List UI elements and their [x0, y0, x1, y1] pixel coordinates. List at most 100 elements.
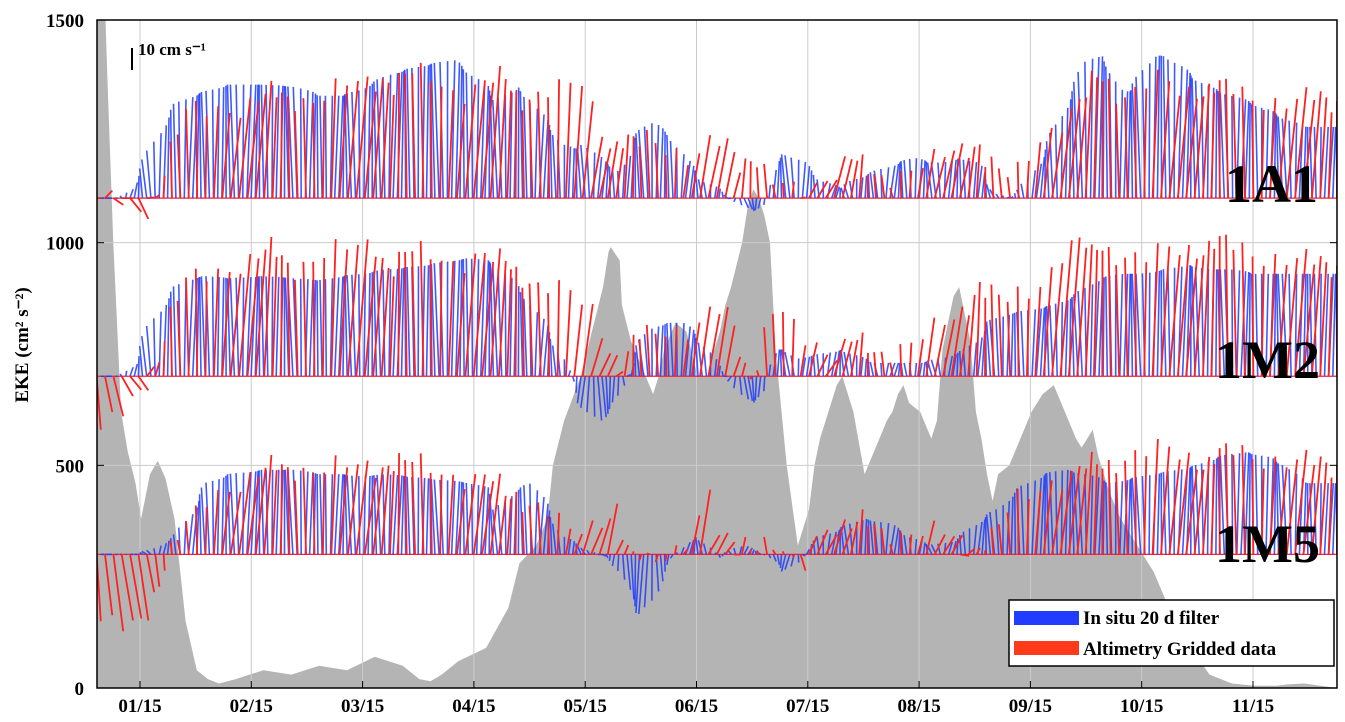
stick-altimetry — [1124, 460, 1129, 555]
stick-in-situ — [721, 554, 724, 557]
stick-in-situ — [1089, 284, 1094, 377]
stick-in-situ — [367, 85, 371, 199]
stick-altimetry — [690, 322, 701, 377]
stick-altimetry — [1026, 499, 1030, 555]
stick-altimetry — [1051, 263, 1064, 377]
stick-in-situ — [601, 376, 607, 418]
x-tick-label: 11/15 — [1232, 696, 1274, 717]
stick-altimetry — [1193, 96, 1205, 199]
stick-in-situ — [1167, 268, 1171, 377]
stick-in-situ — [995, 509, 1000, 555]
stick-altimetry — [294, 480, 299, 555]
stick-in-situ — [601, 553, 607, 557]
stick-altimetry — [800, 196, 806, 199]
stick-altimetry — [824, 179, 838, 199]
stick-altimetry — [1225, 234, 1229, 377]
stick-in-situ — [406, 476, 411, 555]
stick-altimetry — [850, 160, 859, 199]
stick-in-situ — [1127, 479, 1131, 555]
stick-in-situ — [1167, 59, 1171, 199]
stick-in-situ — [425, 265, 430, 377]
stick-altimetry — [397, 453, 400, 555]
stick-in-situ — [635, 554, 641, 613]
stick-in-situ — [1010, 313, 1014, 377]
stick-in-situ — [1191, 266, 1196, 377]
stick-in-situ — [392, 72, 399, 199]
stick-in-situ — [576, 376, 582, 404]
stick-in-situ — [1206, 268, 1210, 377]
stick-in-situ — [655, 124, 660, 199]
stick-in-situ — [1194, 267, 1200, 377]
stick-altimetry — [615, 148, 624, 199]
plot-frame — [96, 19, 1338, 689]
stick-in-situ — [351, 475, 357, 555]
stick-altimetry — [975, 547, 981, 555]
stick-altimetry — [1327, 477, 1333, 555]
stick-altimetry — [1176, 452, 1190, 555]
stick-altimetry — [1185, 469, 1198, 555]
stick-altimetry — [917, 167, 924, 199]
stick-in-situ — [751, 197, 755, 212]
stick-altimetry — [782, 311, 785, 377]
stick-altimetry — [380, 465, 390, 555]
stick-in-situ — [611, 376, 616, 403]
stick-altimetry — [950, 143, 964, 199]
station-label-1A1: 1A1 — [1225, 154, 1318, 214]
stick-in-situ — [718, 365, 722, 377]
stick-in-situ — [254, 276, 259, 377]
stick-in-situ — [200, 91, 206, 199]
stick-altimetry — [176, 300, 182, 377]
stick-altimetry — [925, 520, 936, 555]
stick-altimetry — [372, 78, 384, 199]
stick-altimetry — [975, 281, 981, 377]
stick-in-situ — [1089, 58, 1094, 199]
stick-in-situ — [1332, 273, 1337, 377]
stick-altimetry — [404, 460, 408, 555]
stick-in-situ — [684, 541, 691, 555]
stick-in-situ — [1135, 476, 1142, 555]
stick-in-situ — [739, 197, 743, 206]
stick-in-situ — [937, 543, 942, 555]
stick-in-situ — [669, 140, 674, 199]
stick-altimetry — [162, 175, 166, 199]
stick-in-situ — [666, 134, 670, 199]
stick-altimetry — [606, 141, 619, 199]
stick-in-situ — [1035, 308, 1043, 377]
stick-in-situ — [1288, 273, 1292, 377]
stick-altimetry — [246, 476, 260, 555]
stick-in-situ — [680, 323, 685, 377]
stick-altimetry — [573, 533, 583, 555]
stick-in-situ — [358, 476, 361, 555]
stick-in-situ — [509, 92, 513, 199]
stick-in-situ — [1273, 460, 1277, 555]
stick-altimetry — [880, 351, 886, 377]
stick-in-situ — [897, 362, 901, 377]
stick-in-situ — [153, 318, 156, 377]
stick-in-situ — [869, 172, 875, 199]
stick-in-situ — [119, 195, 123, 199]
stick-altimetry — [623, 351, 630, 377]
stick-altimetry — [330, 239, 337, 377]
stick-altimetry — [1067, 465, 1081, 555]
stick-altimetry — [537, 91, 542, 199]
stick-in-situ — [1135, 273, 1142, 377]
stick-in-situ — [830, 184, 837, 199]
stick-altimetry — [958, 157, 970, 199]
stick-in-situ — [962, 531, 967, 555]
stick-in-situ — [430, 479, 436, 555]
stick-altimetry — [1143, 262, 1148, 377]
stick-in-situ — [802, 553, 806, 557]
stick-altimetry — [481, 82, 495, 199]
stick-altimetry — [908, 534, 913, 555]
stick-in-situ — [751, 376, 755, 403]
x-tick-label: 06/15 — [675, 696, 718, 717]
stick-in-situ — [1191, 465, 1196, 555]
stick-altimetry — [1269, 98, 1277, 199]
stick-in-situ — [900, 161, 904, 199]
stick-in-situ — [1265, 456, 1270, 555]
x-tick-label: 07/15 — [786, 696, 829, 717]
stick-altimetry — [707, 313, 721, 377]
stick-altimetry — [204, 507, 208, 555]
stick-in-situ — [1281, 118, 1288, 199]
stick-in-situ — [1248, 102, 1251, 199]
